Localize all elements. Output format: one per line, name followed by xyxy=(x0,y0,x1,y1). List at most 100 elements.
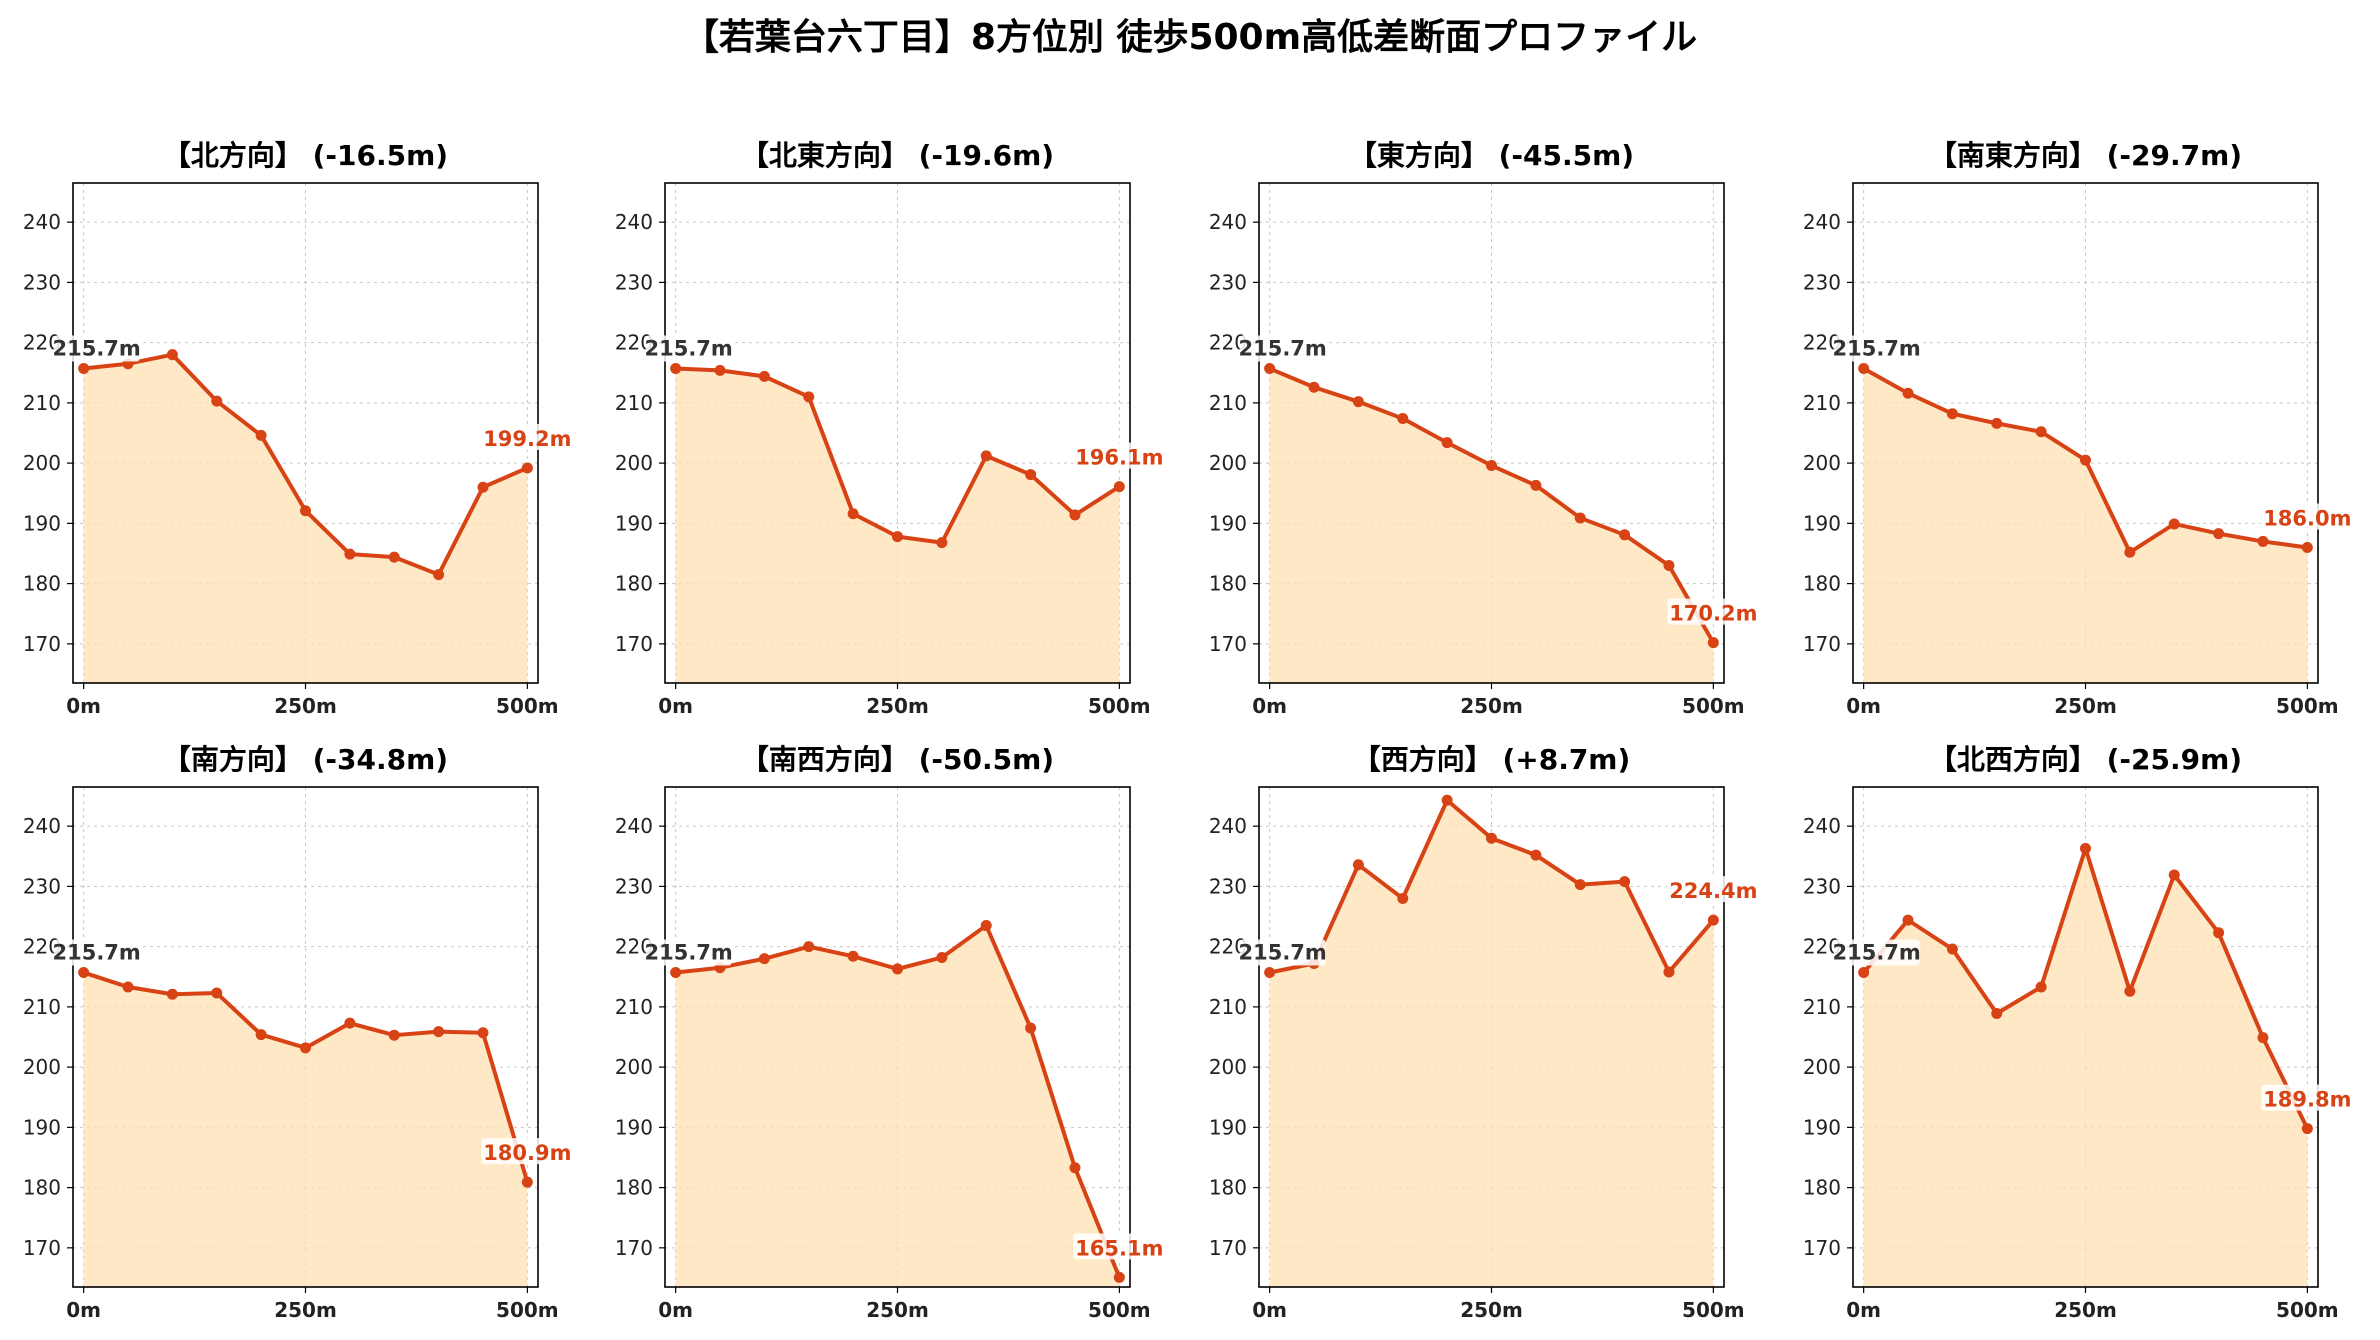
data-point xyxy=(936,537,948,549)
y-tick-label: 180 xyxy=(1803,572,1841,596)
x-tick-label: 0m xyxy=(1846,694,1881,718)
y-tick-label: 210 xyxy=(23,995,61,1019)
end-label-background xyxy=(2261,1084,2354,1111)
y-tick-label: 170 xyxy=(1803,1236,1841,1260)
start-elevation-label: 215.7m xyxy=(52,941,140,965)
data-point xyxy=(1707,914,1719,926)
y-tick-label: 230 xyxy=(1209,270,1247,294)
data-point xyxy=(255,1029,267,1041)
end-elevation-label: 224.4m xyxy=(1669,879,1757,903)
data-point xyxy=(2213,927,2225,939)
data-point xyxy=(1025,469,1037,481)
y-tick-label: 190 xyxy=(615,1115,653,1139)
y-tick-label: 180 xyxy=(23,572,61,596)
y-tick-label: 180 xyxy=(1209,572,1247,596)
data-point xyxy=(1113,1271,1125,1283)
y-tick-label: 190 xyxy=(23,1115,61,1139)
data-point xyxy=(477,481,489,493)
data-point xyxy=(1264,967,1276,979)
y-tick-label: 170 xyxy=(1209,1236,1247,1260)
x-tick-label: 500m xyxy=(2276,694,2339,718)
end-label-background xyxy=(481,1138,574,1165)
data-point xyxy=(1352,859,1364,871)
x-tick-label: 0m xyxy=(1252,1298,1287,1322)
y-tick-label: 210 xyxy=(1209,391,1247,415)
y-tick-label: 200 xyxy=(23,451,61,475)
data-point xyxy=(2257,1032,2269,1044)
panel-title: 【西方向】 (+8.7m) xyxy=(1353,743,1631,776)
data-point xyxy=(211,987,223,999)
data-point xyxy=(1619,876,1631,888)
y-tick-label: 200 xyxy=(1209,451,1247,475)
y-tick-label: 180 xyxy=(615,572,653,596)
chart-panel-1: 【北方向】 (-16.5m)1701801902002102202302400m… xyxy=(23,139,574,718)
y-tick-label: 230 xyxy=(23,874,61,898)
data-point xyxy=(477,1027,489,1039)
data-point xyxy=(300,505,311,517)
data-point xyxy=(2080,454,2091,466)
x-tick-label: 250m xyxy=(2054,1298,2117,1322)
start-label-background xyxy=(1239,335,1326,362)
chart-panel-5: 【南方向】 (-34.8m)1701801902002102202302400m… xyxy=(23,743,574,1322)
x-tick-label: 250m xyxy=(866,1298,929,1322)
data-point xyxy=(1946,408,1958,420)
y-tick-label: 200 xyxy=(1209,1055,1247,1079)
data-point xyxy=(521,1176,533,1188)
data-point xyxy=(1946,943,1958,955)
end-elevation-label: 189.8m xyxy=(2263,1088,2351,1112)
start-label-background xyxy=(1239,939,1326,966)
chart-panel-4: 【南東方向】 (-29.7m)1701801902002102202302400… xyxy=(1803,139,2354,718)
data-point xyxy=(166,349,178,361)
y-tick-label: 240 xyxy=(1209,814,1247,838)
data-point xyxy=(847,950,859,962)
data-point xyxy=(1486,460,1497,472)
x-tick-label: 0m xyxy=(66,1298,101,1322)
panel-title: 【北東方向】 (-19.6m) xyxy=(741,139,1054,172)
end-elevation-label: 186.0m xyxy=(2263,506,2351,530)
panel-title: 【北方向】 (-16.5m) xyxy=(163,139,448,172)
data-point xyxy=(2257,535,2269,547)
end-label-background xyxy=(1667,598,1760,625)
data-point xyxy=(2301,1123,2313,1135)
data-point xyxy=(255,429,267,441)
data-point xyxy=(2168,869,2180,881)
y-tick-label: 240 xyxy=(23,814,61,838)
y-tick-label: 240 xyxy=(23,210,61,234)
start-elevation-label: 215.7m xyxy=(52,337,140,361)
data-point xyxy=(1902,387,1914,399)
data-point xyxy=(980,450,992,462)
elevation-area xyxy=(83,972,528,1287)
data-point xyxy=(1397,892,1409,904)
elevation-area xyxy=(1863,848,2308,1287)
data-point xyxy=(2035,981,2047,993)
x-tick-label: 0m xyxy=(1252,694,1287,718)
end-elevation-label: 196.1m xyxy=(1075,446,1163,470)
data-point xyxy=(2124,546,2136,558)
data-point xyxy=(803,391,815,403)
chart-panel-3: 【東方向】 (-45.5m)1701801902002102202302400m… xyxy=(1209,139,1760,718)
x-tick-label: 0m xyxy=(658,694,693,718)
x-tick-label: 500m xyxy=(496,694,559,718)
y-tick-label: 170 xyxy=(1803,632,1841,656)
y-tick-label: 240 xyxy=(1803,210,1841,234)
end-label-background xyxy=(1667,876,1760,903)
data-point xyxy=(2124,985,2136,997)
y-tick-label: 210 xyxy=(615,995,653,1019)
data-point xyxy=(892,963,903,975)
data-point xyxy=(2080,842,2091,854)
chart-panel-8: 【北西方向】 (-25.9m)1701801902002102202302400… xyxy=(1803,743,2354,1322)
data-point xyxy=(892,531,903,543)
x-tick-label: 500m xyxy=(1088,1298,1151,1322)
panel-title: 【南西方向】 (-50.5m) xyxy=(741,743,1054,776)
data-point xyxy=(1397,413,1409,425)
data-point xyxy=(1308,381,1320,393)
x-tick-label: 500m xyxy=(496,1298,559,1322)
x-tick-label: 250m xyxy=(1460,694,1523,718)
y-tick-label: 190 xyxy=(1803,1115,1841,1139)
data-point xyxy=(1352,396,1364,408)
data-point xyxy=(344,1017,356,1029)
end-label-background xyxy=(1073,1233,1166,1260)
data-point xyxy=(758,370,770,382)
